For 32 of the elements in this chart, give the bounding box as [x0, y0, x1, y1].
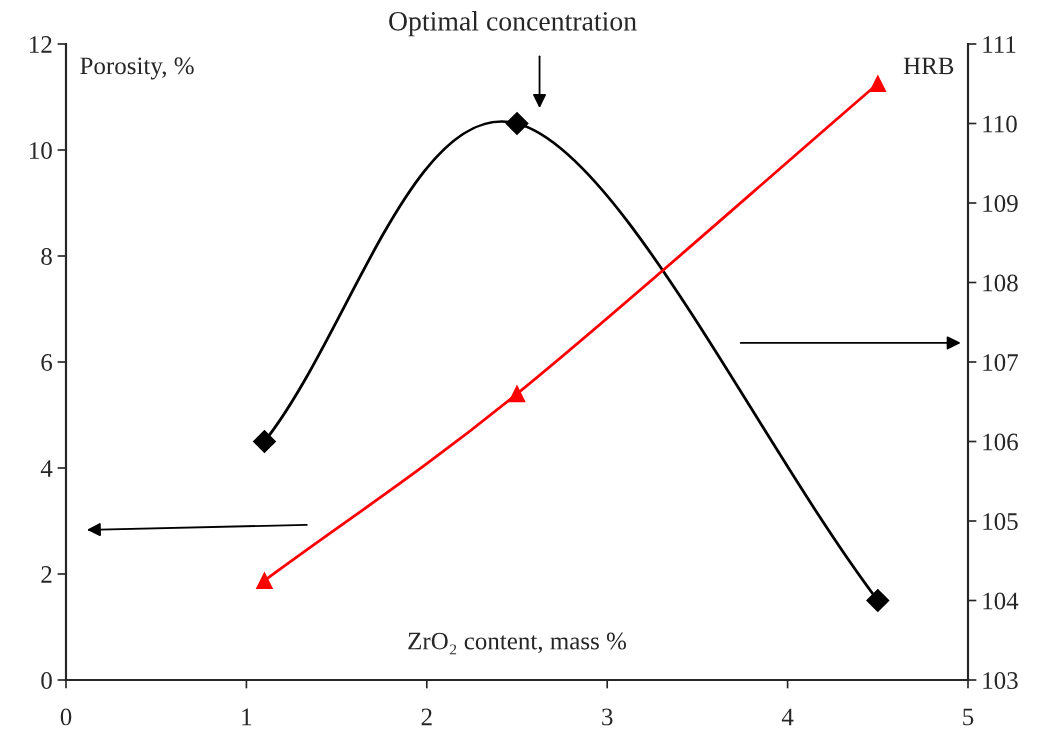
- point: [508, 385, 526, 403]
- chart-title: Optimal concentration: [389, 11, 637, 37]
- y-tick-label: 2: [41, 566, 52, 583]
- y2-tick-label: 110: [983, 115, 1017, 133]
- x-tick-label: 2: [421, 708, 432, 726]
- y-tick-label: 8: [41, 248, 52, 265]
- y2-tick-label: 111: [983, 36, 1016, 53]
- y-tick-label: 4: [40, 460, 53, 477]
- point: [869, 75, 887, 93]
- y-tick-label: 6: [41, 354, 53, 371]
- y2-tick-label: 103: [983, 672, 1018, 689]
- y2-tick-label: 104: [983, 592, 1019, 610]
- x-tick-label: 0: [60, 708, 72, 726]
- y2-tick-label: 108: [983, 274, 1018, 292]
- point: [256, 572, 273, 589]
- y2-tick-label: 105: [983, 513, 1018, 530]
- point: [866, 589, 890, 612]
- y2-tick-label: 109: [983, 195, 1018, 212]
- y2-tick-label: 106: [983, 433, 1018, 451]
- point: [505, 112, 529, 135]
- y-tick-label: 0: [41, 672, 52, 689]
- y2-axis-title: HRB: [903, 57, 954, 75]
- point: [252, 430, 276, 453]
- x-tick-label: 1: [242, 708, 252, 726]
- y2-tick-label: 107: [983, 354, 1018, 371]
- x-tick-label: 4: [781, 708, 794, 726]
- x-tick-label: 3: [602, 708, 613, 726]
- y-tick-label: 12: [30, 36, 52, 53]
- x-axis-title: ZrO₂ content, mass %: [408, 632, 627, 655]
- y-axis-title: Porosity, %: [80, 57, 194, 80]
- x-tick-label: 5: [963, 708, 974, 726]
- y-tick-label: 10: [30, 142, 52, 159]
